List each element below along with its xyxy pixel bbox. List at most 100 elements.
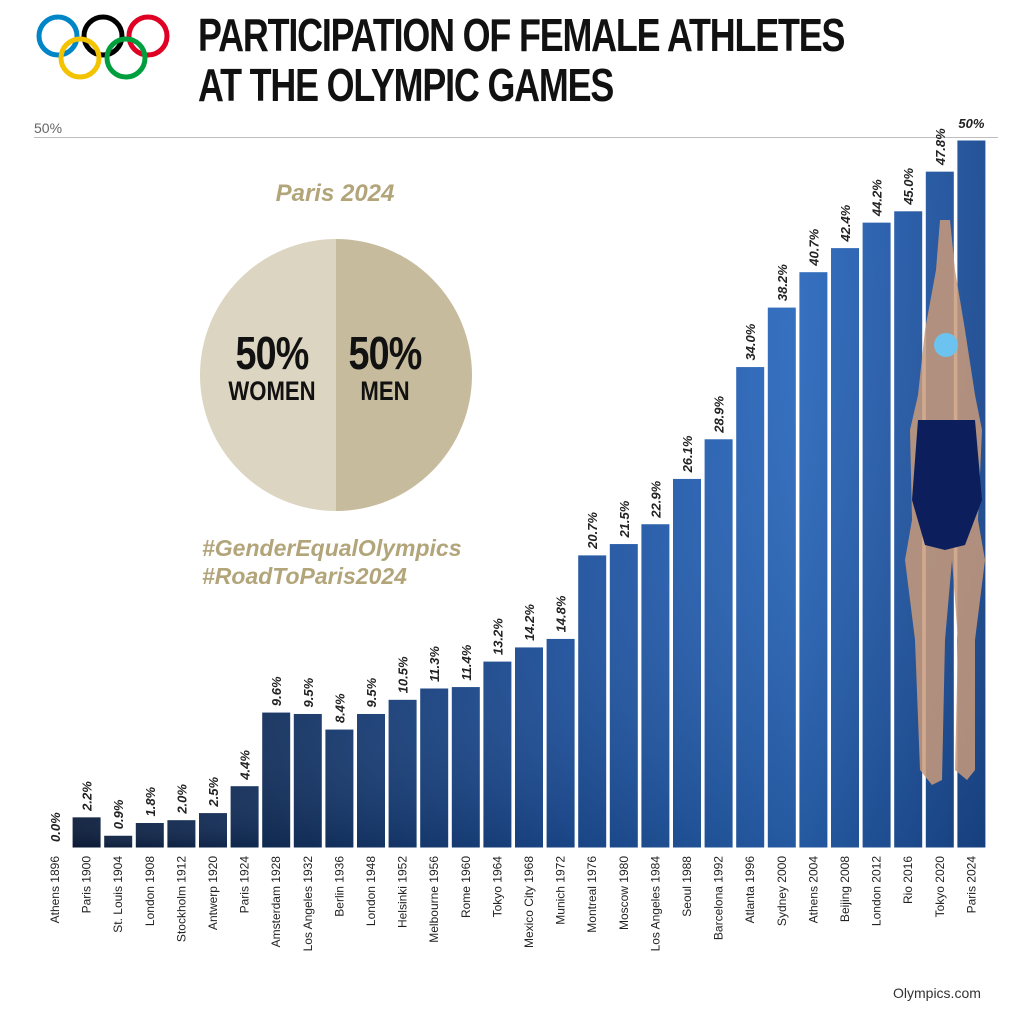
value-label: 20.7% <box>585 512 600 550</box>
value-label: 14.8% <box>554 595 569 632</box>
bar-atlanta-1996 <box>735 366 766 849</box>
category-label: Paris 1900 <box>80 856 94 914</box>
category-label: Mexico City 1968 <box>522 856 536 948</box>
value-labels: 0.0% 2.2% 0.9% 1.8% 2.0% 2.5% 4.4% 9.6% 9.5% 8.4%… <box>48 116 985 842</box>
pie-title: Paris 2024 <box>275 180 395 207</box>
value-label: 34.0% <box>743 323 758 360</box>
category-label: Helsinki 1952 <box>396 856 410 928</box>
bar-montreal-1976 <box>577 554 608 849</box>
value-label: 45.0% <box>901 167 916 205</box>
category-labels: Athens 1896 Paris 1900 St. Louis 1904 Londo… <box>48 856 978 952</box>
bar-berlin-1936 <box>324 728 355 849</box>
hashtag-road-to-paris: #RoadToParis2024 <box>202 563 407 589</box>
bar-st-louis-1904 <box>103 834 134 849</box>
bar-sydney-2000 <box>766 306 797 849</box>
value-label: 10.5% <box>396 656 411 693</box>
category-label: Amsterdam 1928 <box>269 856 283 948</box>
women-percent: 50% <box>235 327 309 379</box>
category-label: Seoul 1988 <box>680 856 694 917</box>
value-label: 2.5% <box>206 777 221 808</box>
bar-barcelona-1992 <box>703 438 734 849</box>
value-label: 14.2% <box>522 604 537 641</box>
category-label: Melbourne 1956 <box>427 856 441 943</box>
category-label: Sydney 2000 <box>775 856 789 926</box>
category-label: Paris 1924 <box>238 856 252 914</box>
bar-los-angeles-1932 <box>292 712 323 849</box>
value-label: 21.5% <box>617 500 632 538</box>
bar-beijing-2008 <box>830 247 860 849</box>
swimmer-image <box>905 220 985 785</box>
value-label: 22.9% <box>648 480 663 518</box>
category-label: St. Louis 1904 <box>111 856 125 933</box>
category-label: Berlin 1936 <box>332 856 346 917</box>
category-label: Tokyo 2020 <box>933 856 947 918</box>
men-label: MEN <box>360 376 410 406</box>
bar-london-2012 <box>861 221 892 849</box>
value-label: 26.1% <box>680 435 695 473</box>
category-label: Paris 2024 <box>964 856 978 914</box>
value-label: 9.5% <box>364 677 379 707</box>
bar-seoul-1988 <box>672 477 702 849</box>
pie-slice-women <box>200 239 336 511</box>
value-label: 44.2% <box>870 179 885 217</box>
value-label: 0.9% <box>111 799 126 829</box>
bar-antwerp-1920 <box>198 812 228 849</box>
category-label: Beijing 2008 <box>838 856 852 922</box>
bar-melbourne-1956 <box>419 687 450 849</box>
category-label: Athens 2004 <box>806 856 820 924</box>
category-label: Tokyo 1964 <box>490 856 504 918</box>
category-label: Atlanta 1996 <box>743 856 757 924</box>
value-label: 13.2% <box>490 618 505 655</box>
hashtags: #GenderEqualOlympics #RoadToParis2024 <box>202 534 461 590</box>
value-label: 50% <box>958 116 984 131</box>
bar-tokyo-1964 <box>482 660 513 849</box>
bar-stockholm-1912 <box>166 819 197 849</box>
category-label: Montreal 1976 <box>585 856 599 933</box>
pie-label-women: 50% WOMEN <box>223 330 321 406</box>
men-percent: 50% <box>348 327 422 379</box>
category-label: Los Angeles 1984 <box>648 856 662 952</box>
bar-rome-1960 <box>450 686 481 849</box>
category-label: Rome 1960 <box>459 856 473 918</box>
category-label: London 1948 <box>364 856 378 926</box>
category-label: Los Angeles 1932 <box>301 856 315 952</box>
reference-line <box>34 137 998 138</box>
category-label: Antwerp 1920 <box>206 856 220 930</box>
value-label: 2.2% <box>80 781 95 812</box>
value-label: 28.9% <box>712 395 727 433</box>
category-label: Stockholm 1912 <box>174 856 188 942</box>
bar-amsterdam-1928 <box>261 711 292 849</box>
value-label: 0.0% <box>48 812 63 842</box>
value-label: 9.5% <box>301 677 316 707</box>
bar-helsinki-1952 <box>387 698 418 849</box>
bar-los-angeles-1984 <box>640 523 671 849</box>
category-label: Rio 2016 <box>901 856 915 904</box>
title-line-2: AT THE OLYMPIC GAMES <box>198 59 614 111</box>
pie-label-men: 50% MEN <box>344 330 426 406</box>
value-label: 11.3% <box>427 646 442 682</box>
value-label: 38.2% <box>775 264 790 301</box>
bar-paris-1900 <box>71 816 102 849</box>
category-label: Munich 1972 <box>554 856 568 925</box>
bar-london-1948 <box>356 712 386 849</box>
value-label: 47.8% <box>933 128 948 166</box>
gender-pie-chart <box>200 239 472 511</box>
bar-mexico-city-1968 <box>514 646 544 849</box>
value-label: 11.4% <box>459 644 474 680</box>
value-label: 1.8% <box>143 786 158 816</box>
category-label: London 2012 <box>870 856 884 926</box>
bar-london-1908 <box>134 822 165 849</box>
category-label: London 1908 <box>143 856 157 926</box>
value-label: 9.6% <box>269 676 284 706</box>
category-label: Moscow 1980 <box>617 856 631 930</box>
value-label: 4.4% <box>238 750 253 781</box>
bars-group <box>71 139 987 849</box>
pie-slice-men <box>336 239 472 511</box>
reference-line-label: 50% <box>34 120 63 136</box>
value-label: 8.4% <box>332 693 347 723</box>
bar-paris-1924 <box>229 785 260 849</box>
hashtag-gender-equal: #GenderEqualOlympics <box>202 535 462 561</box>
category-label: Athens 1896 <box>48 856 62 924</box>
